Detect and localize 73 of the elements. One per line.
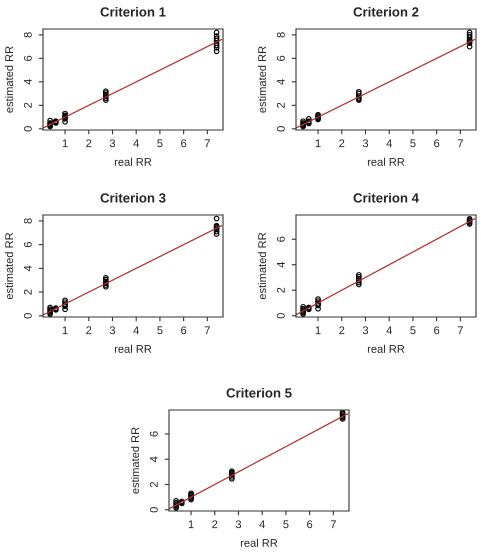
x-tick-label: 1 (62, 326, 68, 334)
x-tick-label: 5 (410, 139, 416, 148)
x-axis-title: real RR (114, 344, 152, 353)
y-tick-label: 2 (150, 482, 158, 488)
x-tick-label: 7 (330, 520, 336, 528)
x-tick-label: 3 (362, 326, 368, 334)
x-tick-label: 2 (339, 326, 344, 334)
x-tick-label: 3 (110, 139, 116, 148)
x-tick-label: 3 (362, 139, 368, 148)
x-tick-label: 7 (204, 326, 210, 334)
chart-title: Criterion 2 (354, 6, 418, 17)
x-tick-label: 6 (434, 326, 440, 334)
x-tick-label: 6 (181, 139, 186, 148)
y-tick-label: 6 (150, 431, 158, 437)
x-tick-label: 4 (133, 139, 139, 148)
y-tick-label: 0 (150, 507, 158, 512)
y-axis-title: estimated RR (4, 46, 14, 113)
y-tick-label: 6 (24, 56, 32, 61)
x-tick-label: 1 (316, 139, 321, 148)
y-tick-label: 0 (24, 126, 32, 132)
y-tick-label: 4 (277, 262, 285, 268)
y-tick-label: 2 (24, 102, 32, 108)
y-tick-label: 4 (24, 266, 32, 272)
y-tick-label: 4 (277, 79, 285, 85)
x-tick-label: 2 (212, 520, 218, 528)
y-axis-title: estimated RR (258, 232, 266, 300)
y-tick-label: 4 (24, 79, 32, 85)
y-axis-title: estimated RR (4, 232, 14, 300)
y-tick-label: 0 (24, 313, 32, 318)
x-tick-label: 3 (110, 326, 116, 334)
x-tick-label: 6 (181, 326, 186, 334)
x-tick-label: 6 (307, 520, 312, 528)
x-tick-label: 7 (458, 326, 463, 334)
x-tick-label: 5 (157, 326, 163, 334)
x-tick-label: 1 (316, 326, 321, 334)
chart-title: Criterion 4 (354, 192, 419, 203)
x-tick-label: 4 (259, 520, 265, 528)
y-tick-label: 6 (24, 242, 32, 248)
y-tick-label: 8 (24, 218, 32, 224)
x-tick-label: 4 (133, 326, 139, 334)
x-tick-label: 4 (386, 326, 392, 334)
x-tick-label: 7 (458, 139, 463, 148)
x-tick-label: 2 (86, 326, 92, 334)
y-tick-label: 8 (24, 32, 32, 38)
x-axis-title: real RR (368, 158, 404, 166)
x-axis-title: real RR (240, 538, 278, 547)
x-axis-title: real RR (368, 344, 404, 353)
x-tick-label: 5 (157, 139, 163, 148)
x-tick-label: 1 (188, 520, 194, 528)
y-tick-label: 0 (276, 313, 285, 318)
x-tick-label: 2 (339, 139, 344, 148)
y-axis-title: estimated RR (130, 427, 140, 494)
y-tick-label: 2 (276, 288, 285, 293)
chart-title: Criterion 3 (100, 192, 166, 203)
y-tick-label: 0 (276, 126, 285, 132)
chart-title: Criterion 5 (226, 388, 292, 398)
y-axis-title: estimated RR (258, 46, 266, 113)
y-tick-label: 8 (276, 32, 285, 38)
y-tick-label: 2 (24, 290, 32, 295)
x-tick-label: 4 (386, 139, 392, 148)
x-tick-label: 7 (204, 139, 210, 148)
chart-title: Criterion 1 (100, 6, 166, 17)
y-tick-label: 4 (150, 456, 158, 462)
x-tick-label: 3 (236, 520, 242, 528)
y-tick-label: 2 (276, 102, 285, 108)
x-axis-title: real RR (114, 158, 152, 166)
x-tick-label: 5 (410, 326, 416, 334)
x-tick-label: 5 (283, 520, 289, 528)
x-tick-label: 2 (86, 139, 92, 148)
y-tick-label: 6 (276, 56, 285, 61)
x-tick-label: 1 (62, 139, 68, 148)
y-tick-label: 6 (276, 236, 285, 242)
x-tick-label: 6 (434, 139, 440, 148)
